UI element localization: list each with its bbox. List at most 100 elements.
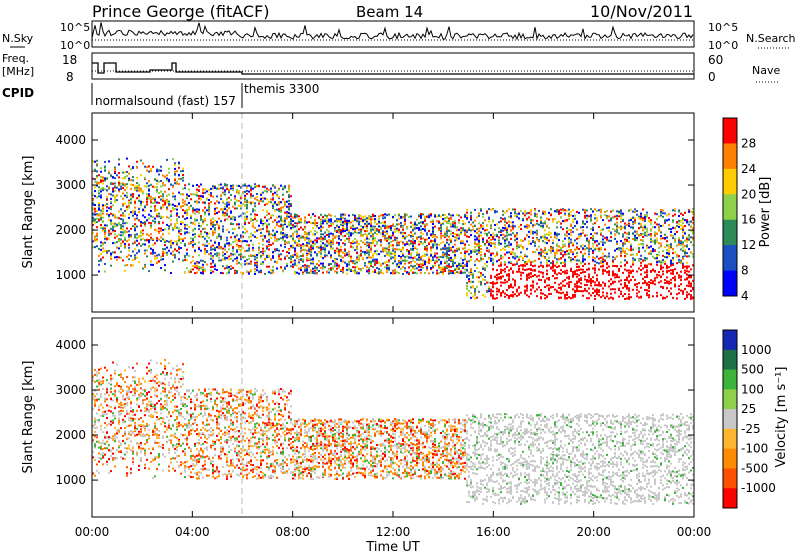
- range-gate-cell: [298, 220, 300, 223]
- range-gate-cell: [508, 277, 510, 280]
- range-gate-cell: [192, 268, 194, 271]
- range-gate-cell: [368, 215, 370, 217]
- range-gate-cell: [156, 254, 158, 257]
- range-gate-cell: [170, 239, 172, 242]
- range-gate-cell: [512, 286, 514, 289]
- range-gate-cell: [312, 213, 314, 216]
- range-gate-cell: [522, 268, 524, 271]
- range-gate-cell: [506, 244, 508, 247]
- range-gate-cell: [332, 242, 334, 245]
- range-gate-cell: [256, 229, 258, 232]
- range-gate-cell: [486, 265, 488, 268]
- range-gate-cell: [478, 244, 480, 247]
- range-gate-cell: [284, 220, 286, 222]
- range-gate-cell: [338, 266, 340, 269]
- range-gate-cell: [544, 236, 546, 239]
- range-gate-cell: [312, 245, 314, 248]
- range-gate-cell: [206, 250, 208, 252]
- range-gate-cell: [156, 182, 158, 185]
- range-gate-cell: [540, 251, 542, 254]
- range-gate-cell: [442, 266, 444, 269]
- range-gate-cell: [476, 243, 478, 246]
- range-gate-cell: [290, 244, 292, 247]
- range-gate-cell: [178, 227, 180, 230]
- range-gate-cell: [420, 235, 422, 238]
- range-gate-cell: [202, 188, 204, 191]
- range-gate-cell: [214, 224, 216, 226]
- range-gate-cell: [528, 274, 530, 277]
- range-gate-cell: [484, 229, 486, 232]
- range-gate-cell: [426, 215, 428, 218]
- range-gate-cell: [178, 163, 180, 166]
- range-gate-cell: [330, 242, 332, 245]
- range-gate-cell: [238, 227, 240, 230]
- range-gate-cell: [484, 252, 486, 255]
- range-gate-cell: [250, 190, 252, 192]
- range-gate-cell: [206, 224, 208, 226]
- range-gate-cell: [560, 249, 562, 252]
- range-gate-cell: [280, 253, 282, 256]
- range-gate-cell: [182, 209, 184, 212]
- range-gate-cell: [288, 208, 290, 211]
- range-gate-cell: [94, 204, 96, 206]
- range-gate-cell: [402, 242, 404, 245]
- range-gate-cell: [504, 211, 506, 214]
- range-gate-cell: [112, 213, 114, 216]
- range-gate-cell: [242, 212, 244, 215]
- range-gate-cell: [294, 213, 296, 216]
- range-gate-cell: [460, 231, 462, 234]
- range-gate-cell: [482, 294, 484, 297]
- range-gate-cell: [164, 241, 166, 244]
- range-gate-cell: [532, 232, 534, 235]
- range-gate-cell: [496, 293, 498, 296]
- range-gate-cell: [230, 184, 232, 187]
- range-gate-cell: [520, 209, 522, 212]
- range-gate-cell: [392, 247, 394, 250]
- range-gate-cell: [262, 191, 264, 194]
- range-gate-cell: [302, 260, 304, 263]
- range-gate-cell: [212, 223, 214, 226]
- range-gate-cell: [586, 280, 588, 283]
- range-gate-cell: [178, 203, 180, 206]
- range-gate-cell: [582, 247, 584, 250]
- range-gate-cell: [468, 229, 470, 231]
- range-gate-cell: [596, 261, 598, 264]
- range-gate-cell: [540, 296, 542, 299]
- range-gate-cell: [412, 229, 414, 232]
- range-gate-cell: [96, 232, 98, 235]
- range-gate-cell: [154, 255, 156, 258]
- range-gate-cell: [306, 271, 308, 274]
- range-gate-cell: [506, 251, 508, 254]
- range-gate-cell: [338, 254, 340, 257]
- range-gate-cell: [454, 222, 456, 225]
- range-gate-cell: [576, 288, 578, 291]
- range-gate-cell: [164, 190, 166, 193]
- range-gate-cell: [446, 253, 448, 256]
- range-gate-cell: [388, 266, 390, 269]
- range-gate-cell: [442, 256, 444, 259]
- range-gate-cell: [148, 193, 150, 196]
- range-gate-cell: [146, 169, 148, 172]
- range-gate-cell: [478, 249, 480, 252]
- range-gate-cell: [270, 272, 272, 275]
- range-gate-cell: [478, 243, 480, 245]
- range-gate-cell: [326, 215, 328, 217]
- range-gate-cell: [282, 186, 284, 189]
- range-gate-cell: [304, 269, 306, 272]
- range-gate-cell: [550, 251, 552, 254]
- range-gate-cell: [124, 244, 126, 247]
- range-gate-cell: [424, 240, 426, 243]
- range-gate-cell: [212, 255, 214, 258]
- range-gate-cell: [474, 297, 476, 300]
- range-gate-cell: [342, 227, 344, 230]
- range-gate-cell: [288, 240, 290, 243]
- range-gate-cell: [474, 260, 476, 263]
- range-gate-cell: [466, 288, 468, 290]
- range-gate-cell: [410, 240, 412, 243]
- range-gate-cell: [98, 254, 100, 257]
- range-gate-cell: [500, 275, 502, 278]
- range-gate-cell: [532, 225, 534, 228]
- range-gate-cell: [288, 184, 290, 187]
- range-gate-cell: [434, 262, 436, 265]
- range-gate-cell: [128, 230, 130, 233]
